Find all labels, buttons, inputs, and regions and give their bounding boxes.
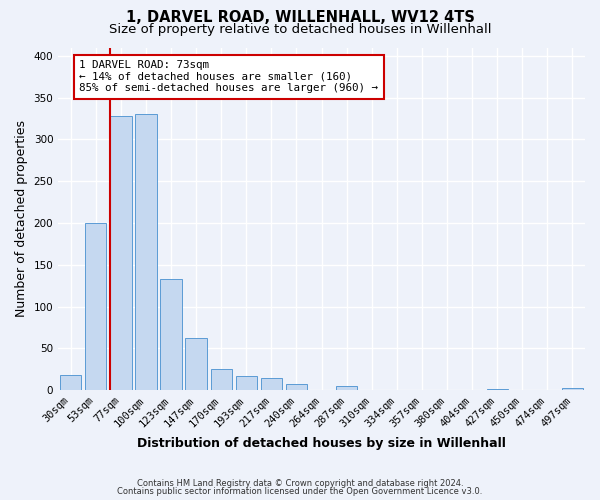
- Text: Size of property relative to detached houses in Willenhall: Size of property relative to detached ho…: [109, 22, 491, 36]
- Y-axis label: Number of detached properties: Number of detached properties: [15, 120, 28, 318]
- Bar: [261, 378, 282, 390]
- Bar: [336, 386, 358, 390]
- Text: 1, DARVEL ROAD, WILLENHALL, WV12 4TS: 1, DARVEL ROAD, WILLENHALL, WV12 4TS: [125, 10, 475, 25]
- Bar: [286, 384, 307, 390]
- Bar: [185, 338, 207, 390]
- Bar: [562, 388, 583, 390]
- Text: Contains HM Land Registry data © Crown copyright and database right 2024.: Contains HM Land Registry data © Crown c…: [137, 478, 463, 488]
- Text: 1 DARVEL ROAD: 73sqm
← 14% of detached houses are smaller (160)
85% of semi-deta: 1 DARVEL ROAD: 73sqm ← 14% of detached h…: [79, 60, 379, 93]
- Bar: [60, 375, 82, 390]
- Bar: [85, 223, 106, 390]
- Text: Contains public sector information licensed under the Open Government Licence v3: Contains public sector information licen…: [118, 487, 482, 496]
- Bar: [487, 388, 508, 390]
- Bar: [110, 116, 131, 390]
- Bar: [236, 376, 257, 390]
- Bar: [211, 370, 232, 390]
- Bar: [160, 279, 182, 390]
- X-axis label: Distribution of detached houses by size in Willenhall: Distribution of detached houses by size …: [137, 437, 506, 450]
- Bar: [136, 114, 157, 390]
